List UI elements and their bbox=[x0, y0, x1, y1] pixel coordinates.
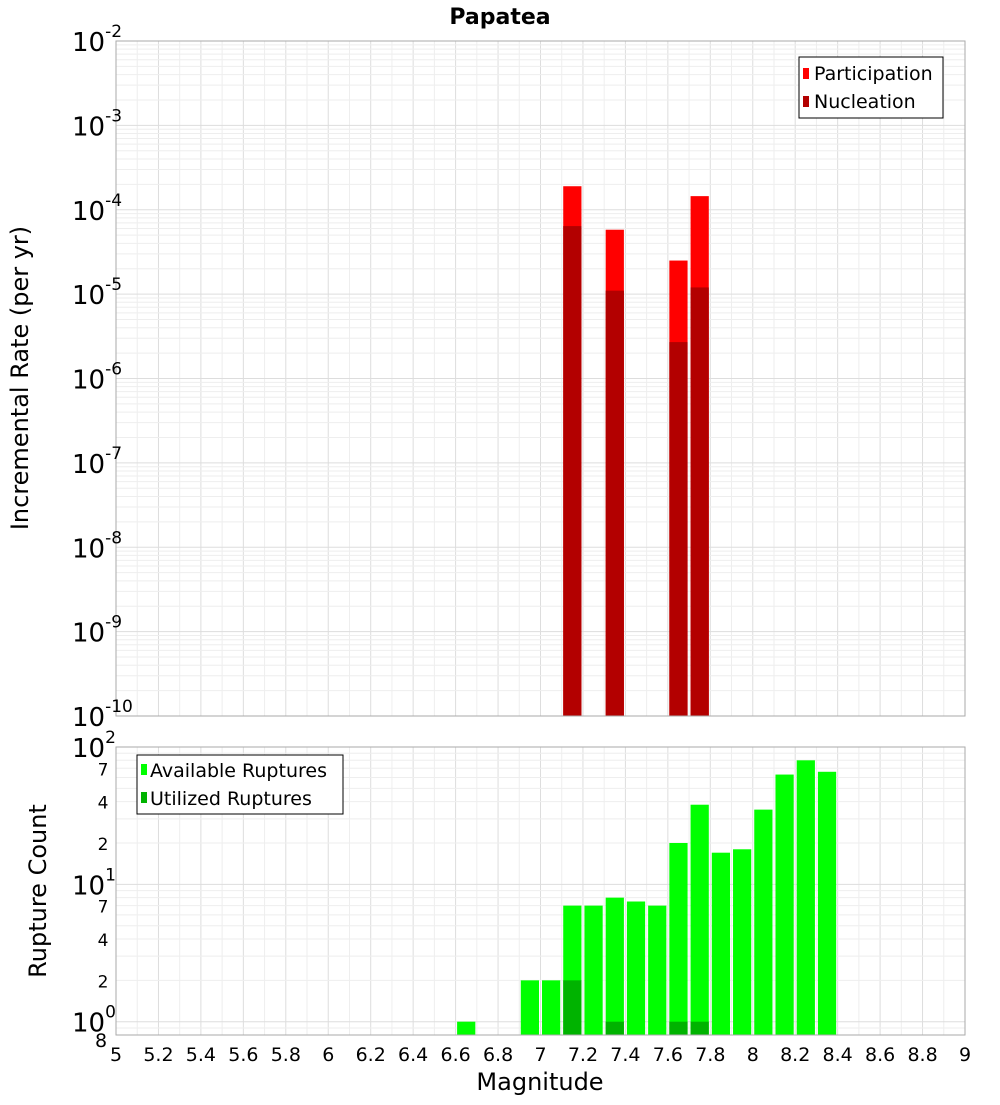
x-tick-label: 8.4 bbox=[823, 1044, 853, 1066]
rate-y-tick-label: 10-4 bbox=[72, 191, 122, 227]
available-bar bbox=[605, 897, 624, 1035]
rate-y-tick-label: 10-2 bbox=[72, 22, 122, 58]
available-bar bbox=[817, 771, 837, 1035]
count-y-minor-tick-label: 4 bbox=[98, 931, 109, 951]
x-tick-label: 8.2 bbox=[780, 1044, 810, 1066]
x-tick-label: 7.2 bbox=[568, 1044, 598, 1066]
nucleation-bar bbox=[669, 342, 688, 716]
available-bar bbox=[542, 980, 561, 1035]
legend-swatch-available bbox=[141, 764, 147, 775]
x-tick-label: 7.4 bbox=[610, 1044, 640, 1066]
legend-swatch-participation bbox=[803, 68, 809, 79]
count-y-minor-tick-label: 4 bbox=[98, 794, 109, 814]
utilized-bar bbox=[669, 1021, 688, 1035]
x-tick-label: 5.2 bbox=[143, 1044, 173, 1066]
rate-y-axis-label: Incremental Rate (per yr) bbox=[6, 226, 34, 530]
x-tick-label: 7.8 bbox=[695, 1044, 725, 1066]
count-y-major-tick-label: 102 bbox=[72, 728, 116, 764]
legend-label-nucleation: Nucleation bbox=[814, 91, 916, 113]
x-tick-label: 6.8 bbox=[483, 1044, 513, 1066]
x-tick-label: 5.6 bbox=[228, 1044, 258, 1066]
legend-label-utilized: Utilized Ruptures bbox=[150, 788, 312, 810]
legend-label-participation: Participation bbox=[814, 63, 933, 85]
rate-y-tick-label: 10-9 bbox=[72, 613, 122, 649]
legend-swatch-utilized bbox=[141, 792, 147, 803]
rate-plot-grid bbox=[115, 41, 966, 717]
available-bar bbox=[690, 804, 709, 1035]
count-y-minor-tick-label: 7 bbox=[98, 760, 109, 780]
x-tick-label: 8.8 bbox=[907, 1044, 937, 1066]
utilized-bar bbox=[605, 1021, 624, 1035]
x-tick-label: 8 bbox=[747, 1044, 759, 1066]
rate-legend: Participation Nucleation bbox=[798, 56, 944, 119]
available-bars bbox=[457, 760, 837, 1035]
available-bar bbox=[775, 774, 794, 1035]
nucleation-bar bbox=[605, 290, 624, 716]
available-bar bbox=[711, 852, 731, 1035]
rate-plot: 10-2 10-3 10-4 10-5 10-6 10-7 10-8 10-9 10-10 In… bbox=[6, 22, 966, 733]
available-bar bbox=[626, 901, 646, 1035]
x-tick-label: 7 bbox=[534, 1044, 546, 1066]
legend-label-available: Available Ruptures bbox=[150, 760, 327, 782]
count-y-minor-tick-label: 2 bbox=[98, 835, 109, 855]
rate-plot-frame bbox=[115, 40, 966, 717]
x-tick-label: 7.6 bbox=[653, 1044, 683, 1066]
x-tick-label: 6.4 bbox=[398, 1044, 428, 1066]
utilized-bar bbox=[690, 1021, 709, 1035]
rate-y-tick-label: 10-10 bbox=[72, 697, 133, 733]
x-tick-label: 6.2 bbox=[356, 1044, 386, 1066]
rate-y-tick-label: 10-8 bbox=[72, 528, 122, 564]
nucleation-bars bbox=[563, 226, 709, 716]
available-bar bbox=[457, 1021, 476, 1035]
available-bar bbox=[733, 849, 752, 1035]
rate-y-tick-label: 10-7 bbox=[72, 444, 122, 480]
legend-swatch-nucleation bbox=[803, 96, 809, 107]
x-tick-label: 6 bbox=[322, 1044, 334, 1066]
x-axis-label: Magnitude bbox=[476, 1068, 603, 1096]
available-bar bbox=[520, 980, 539, 1035]
count-y-axis-label: Rupture Count bbox=[24, 804, 52, 978]
x-tick-label: 6.6 bbox=[440, 1044, 470, 1066]
rate-y-tick-label: 10-6 bbox=[72, 360, 122, 396]
available-bar bbox=[754, 809, 773, 1035]
chart-title: Papatea bbox=[449, 5, 550, 30]
utilized-bar bbox=[563, 980, 582, 1035]
count-plot-frame bbox=[115, 746, 966, 1036]
x-tick-label: 8.6 bbox=[865, 1044, 895, 1066]
count-y-major-tick-label: 101 bbox=[72, 865, 116, 901]
x-tick-label: 5.8 bbox=[271, 1044, 301, 1066]
utilized-bars bbox=[563, 980, 709, 1035]
count-y-major-tick-label: 100 bbox=[72, 1003, 116, 1039]
x-tick-label: 5.4 bbox=[186, 1044, 216, 1066]
available-bar bbox=[584, 905, 603, 1035]
count-y-tick-labels: 102 101 100 7 4 2 7 4 2 8 bbox=[72, 728, 116, 1052]
count-plot: 102 101 100 7 4 2 7 4 2 8 5 5.2 5.4 5.6 5.8 6 6.2 6.4 6.6… bbox=[24, 728, 971, 1096]
available-bar bbox=[796, 760, 815, 1035]
nucleation-bar bbox=[690, 287, 709, 716]
count-legend: Available Ruptures Utilized Ruptures bbox=[136, 754, 344, 815]
available-bar bbox=[669, 843, 688, 1035]
rate-y-tick-labels: 10-2 10-3 10-4 10-5 10-6 10-7 10-8 10-9 10-10 bbox=[72, 22, 133, 733]
rate-y-tick-label: 10-5 bbox=[72, 275, 122, 311]
nucleation-bar bbox=[563, 226, 582, 716]
count-y-minor-tick-label: 7 bbox=[98, 898, 109, 918]
x-tick-label: 5 bbox=[110, 1044, 122, 1066]
rate-y-tick-label: 10-3 bbox=[72, 106, 122, 142]
x-tick-labels: 5 5.2 5.4 5.6 5.8 6 6.2 6.4 6.6 6.8 7 7.2 7.4 7.6 7.8 8… bbox=[110, 1044, 971, 1066]
x-tick-label: 9 bbox=[959, 1044, 971, 1066]
count-y-minor-tick-label: 2 bbox=[98, 972, 109, 992]
count-y-minor-tick-label: 8 bbox=[95, 1030, 107, 1052]
available-bar bbox=[648, 905, 667, 1035]
